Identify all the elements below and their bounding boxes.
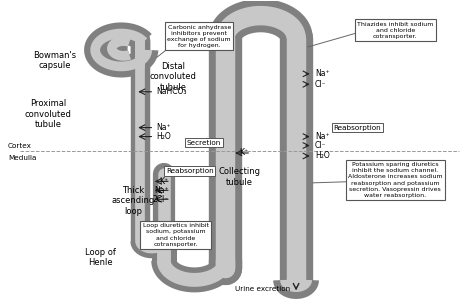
Text: Cortex: Cortex xyxy=(8,143,32,149)
Text: Potassium sparing diuretics
inhibit the sodium channel.
Aldosterone increases so: Potassium sparing diuretics inhibit the … xyxy=(348,162,443,198)
Text: Secretion: Secretion xyxy=(187,140,221,146)
Text: Urine excretion: Urine excretion xyxy=(236,286,291,292)
Text: Medulla: Medulla xyxy=(8,155,36,161)
Text: Bowman's
capsule: Bowman's capsule xyxy=(34,51,77,70)
Text: Distal
convoluted
tubule: Distal convoluted tubule xyxy=(150,62,197,92)
Text: Cl⁻: Cl⁻ xyxy=(315,141,327,150)
Text: H₂O: H₂O xyxy=(315,152,330,160)
Text: Loop diuretics inhibit
sodium, potassium
and chloride
cotransporter.: Loop diuretics inhibit sodium, potassium… xyxy=(143,223,209,247)
Text: 2Cl⁻: 2Cl⁻ xyxy=(152,195,168,204)
Text: Carbonic anhydrase
inhibitors prevent
exchange of sodium
for hydrogen.: Carbonic anhydrase inhibitors prevent ex… xyxy=(167,25,231,48)
Text: Na⁺: Na⁺ xyxy=(154,186,168,195)
Text: Thick
ascending
loop: Thick ascending loop xyxy=(111,186,155,216)
Text: Na⁺: Na⁺ xyxy=(315,132,329,141)
Text: Loop of
Henle: Loop of Henle xyxy=(84,248,115,267)
Text: Na⁺: Na⁺ xyxy=(315,69,329,78)
Text: Proximal
convoluted
tubule: Proximal convoluted tubule xyxy=(25,99,72,129)
Text: Na⁺: Na⁺ xyxy=(156,123,171,132)
Text: K⁺: K⁺ xyxy=(240,148,249,158)
Text: K⁺: K⁺ xyxy=(159,177,168,186)
Text: Reabsorption: Reabsorption xyxy=(334,124,381,130)
Text: Reabsorption: Reabsorption xyxy=(166,168,214,174)
Text: H₂O: H₂O xyxy=(156,132,172,141)
Text: Cl⁻: Cl⁻ xyxy=(315,80,327,89)
Text: Thiazides inhibit sodium
and chloride
cotransporter.: Thiazides inhibit sodium and chloride co… xyxy=(357,22,434,39)
Text: NaHCO₃: NaHCO₃ xyxy=(156,87,187,96)
Text: Collecting
tubule: Collecting tubule xyxy=(219,167,260,187)
